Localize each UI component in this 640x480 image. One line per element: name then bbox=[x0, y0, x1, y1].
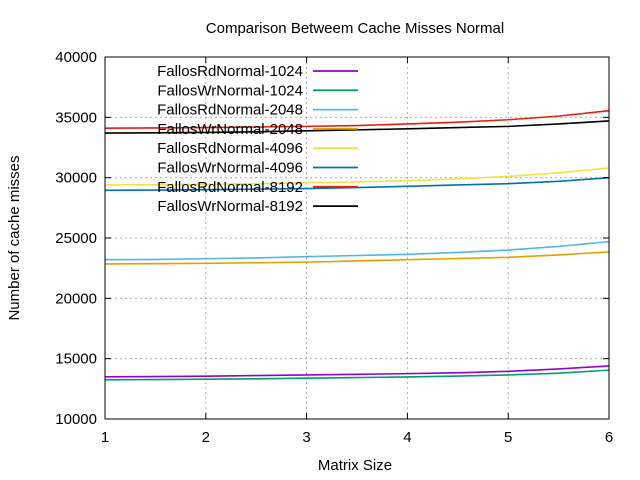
y-tick-label: 40000 bbox=[55, 49, 97, 66]
legend-label: FallosWrNormal-2048 bbox=[157, 121, 303, 138]
y-tick-label: 20000 bbox=[55, 290, 97, 307]
legend-label: FallosWrNormal-8192 bbox=[157, 198, 303, 215]
x-tick-label: 3 bbox=[302, 429, 310, 446]
series-line-fallosrdnormal-8192 bbox=[104, 109, 610, 129]
chart-title: Comparison Betweem Cache Misses Normal bbox=[206, 20, 504, 37]
axis-ticks: 1 2 3 4 5 6 10000 15000 20000 25000 30000 35000 4000… bbox=[55, 49, 613, 446]
legend-label: FallosWrNormal-4096 bbox=[157, 160, 303, 177]
y-axis-label: Number of cache misses bbox=[6, 155, 23, 320]
legend-label: FallosRdNormal-1024 bbox=[157, 63, 303, 80]
legend-label: FallosWrNormal-1024 bbox=[157, 82, 303, 99]
x-tick-label: 1 bbox=[101, 429, 109, 446]
x-tick-label: 4 bbox=[403, 429, 411, 446]
legend: FallosRdNormal-1024 FallosWrNormal-1024 Fa… bbox=[157, 63, 358, 215]
series-line-fallosrdnormal-4096 bbox=[104, 167, 610, 186]
x-tick-label: 2 bbox=[202, 429, 210, 446]
y-tick-label: 10000 bbox=[55, 411, 97, 428]
series-line-falloswrnormal-2048 bbox=[104, 251, 610, 265]
x-tick-label: 5 bbox=[504, 429, 512, 446]
legend-label: FallosRdNormal-2048 bbox=[157, 102, 303, 119]
x-tick-label: 6 bbox=[605, 429, 613, 446]
grid bbox=[105, 57, 609, 419]
series-line-fallosrdnormal-1024 bbox=[104, 365, 610, 378]
series-line-falloswrnormal-8192 bbox=[104, 120, 610, 134]
legend-label: FallosRdNormal-4096 bbox=[157, 140, 303, 157]
x-axis-label: Matrix Size bbox=[318, 457, 392, 474]
legend-label: FallosRdNormal-8192 bbox=[157, 179, 303, 196]
y-tick-label: 15000 bbox=[55, 351, 97, 368]
series-line-fallosrdnormal-2048 bbox=[104, 240, 610, 261]
y-tick-label: 35000 bbox=[55, 109, 97, 126]
y-tick-label: 30000 bbox=[55, 170, 97, 187]
series-line-falloswrnormal-1024 bbox=[104, 369, 610, 381]
y-tick-label: 25000 bbox=[55, 230, 97, 247]
